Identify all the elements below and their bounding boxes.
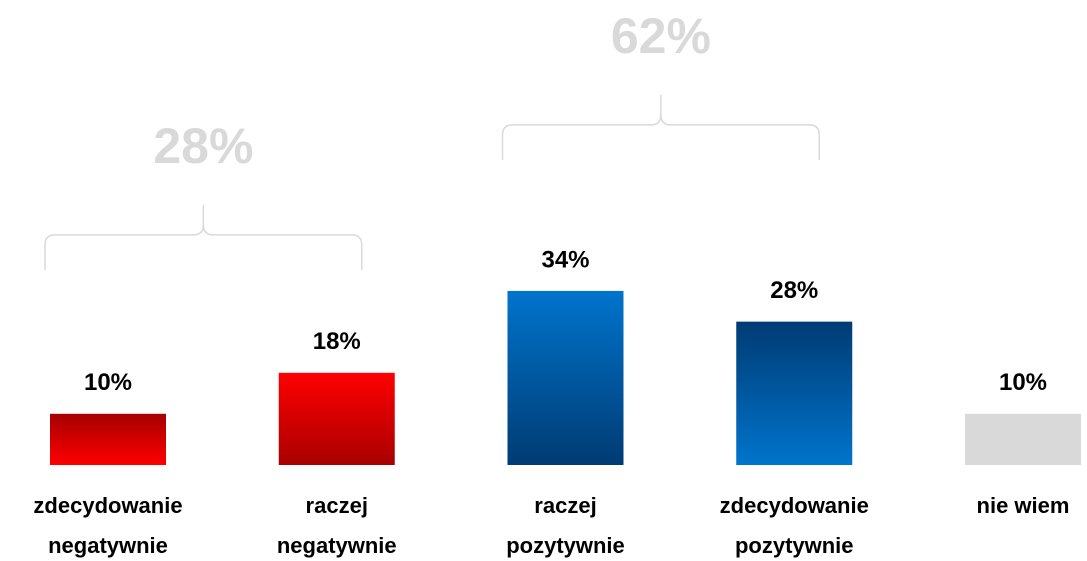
bar [736,321,853,465]
bar [507,290,624,465]
group-label: 62% [611,8,711,64]
bar [50,413,166,465]
category-label: zdecydowanie pozytywnie [719,493,869,558]
group-brace [501,94,820,160]
value-label: 34% [541,246,589,273]
value-label: 28% [770,277,818,304]
value-label: 10% [999,369,1047,396]
category-label: raczej negatywnie [276,493,397,558]
group-label: 28% [153,118,253,174]
category-label: zdecydowanie negatywnie [33,493,183,558]
value-label: 18% [313,328,361,355]
value-label: 10% [84,369,132,396]
group-brace [44,204,363,270]
category-label: nie wiem [976,493,1070,518]
bar [965,413,1081,465]
bar [278,372,395,465]
category-label: raczej pozytywnie [506,493,625,558]
